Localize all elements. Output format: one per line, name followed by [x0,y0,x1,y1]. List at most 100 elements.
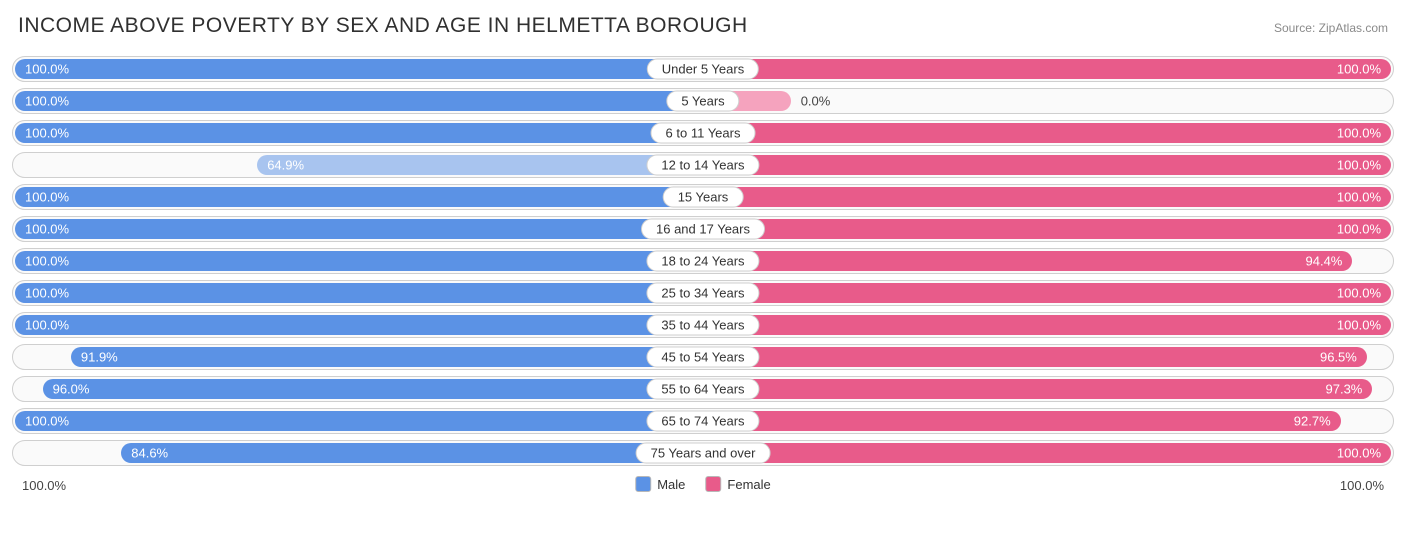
female-value: 100.0% [1337,126,1381,141]
chart-row: 100.0% 0.0% 5 Years [12,88,1394,114]
age-label: 6 to 11 Years [651,123,756,144]
male-half: 96.0% [13,377,703,401]
legend-label-female: Female [727,477,770,492]
female-half: 0.0% [703,89,1393,113]
chart-row: 100.0%100.0%35 to 44 Years [12,312,1394,338]
male-bar [15,219,703,239]
chart-footer: 100.0% Male Female 100.0% [12,474,1394,504]
male-value: 100.0% [25,94,69,109]
female-value: 96.5% [1320,350,1357,365]
age-label: 25 to 34 Years [646,283,759,304]
female-bar [703,219,1391,239]
male-value: 100.0% [25,286,69,301]
chart-row: 84.6% 100.0%75 Years and over [12,440,1394,466]
female-half: 100.0% [703,281,1393,305]
chart-row: 100.0% 100.0% 25 to 34 Years [12,280,1394,306]
male-value: 100.0% [25,254,69,269]
female-value: 94.4% [1306,254,1343,269]
chart-rows: 100.0% 100.0% Under 5 Years 100.0% 0.0% 5 Yea… [12,56,1394,466]
male-bar [15,59,703,79]
female-bar [703,411,1341,431]
female-value: 92.7% [1294,414,1331,429]
female-value: 0.0% [801,94,831,109]
chart-row: 91.9% 96.5% 45 to 54 Years [12,344,1394,370]
female-value: 100.0% [1337,158,1381,173]
female-bar [703,379,1372,399]
female-value: 100.0% [1337,190,1381,205]
female-bar [703,315,1391,335]
female-half: 100.0% [703,441,1393,465]
male-bar [257,155,703,175]
age-label: 75 Years and over [636,443,771,464]
male-half: 100.0% [13,185,703,209]
male-value: 100.0% [25,62,69,77]
female-half: 100.0% [703,153,1393,177]
chart-row: 100.0% 100.0% Under 5 Years [12,56,1394,82]
age-label: 35 to 44 Years [646,315,759,336]
age-label: 5 Years [666,91,739,112]
male-half: 100.0% [13,217,703,241]
age-label: 12 to 14 Years [646,155,759,176]
female-half: 100.0% [703,313,1393,337]
age-label: 45 to 54 Years [646,347,759,368]
male-value: 96.0% [53,382,90,397]
male-bar [15,187,703,207]
female-bar [703,187,1391,207]
male-half: 64.9% [13,153,703,177]
chart-row: 100.0% 94.4% 18 to 24 Years [12,248,1394,274]
female-half: 100.0% [703,121,1393,145]
chart-header: INCOME ABOVE POVERTY BY SEX AND AGE IN H… [12,14,1394,38]
female-bar [703,123,1391,143]
male-half: 100.0% [13,313,703,337]
female-bar [703,443,1391,463]
male-value: 91.9% [81,350,118,365]
chart-row: 100.0%100.0%15 Years [12,184,1394,210]
female-half: 100.0% [703,217,1393,241]
male-bar [15,251,703,271]
male-value: 84.6% [131,446,168,461]
male-bar [15,123,703,143]
male-value: 100.0% [25,222,69,237]
age-label: 15 Years [663,187,744,208]
male-half: 100.0% [13,249,703,273]
female-half: 96.5% [703,345,1393,369]
male-bar [71,347,703,367]
male-bar [43,379,703,399]
chart-row: 100.0% 100.0% 16 and 17 Years [12,216,1394,242]
male-value: 100.0% [25,318,69,333]
female-half: 100.0% [703,185,1393,209]
female-bar [703,59,1391,79]
female-value: 100.0% [1337,62,1381,77]
legend-item-male: Male [635,476,685,492]
chart-source: Source: ZipAtlas.com [1274,21,1388,35]
male-half: 100.0% [13,89,703,113]
age-label: 18 to 24 Years [646,251,759,272]
female-half: 100.0% [703,57,1393,81]
chart-row: 100.0%92.7%65 to 74 Years [12,408,1394,434]
female-bar [703,251,1352,271]
legend: Male Female [635,476,771,492]
female-value: 97.3% [1326,382,1363,397]
legend-swatch-male [635,476,651,492]
age-label: Under 5 Years [647,59,759,80]
female-bar [703,347,1367,367]
age-label: 16 and 17 Years [641,219,765,240]
female-value: 100.0% [1337,222,1381,237]
male-bar [15,283,703,303]
legend-item-female: Female [705,476,770,492]
male-value: 100.0% [25,414,69,429]
male-half: 100.0% [13,281,703,305]
female-bar [703,283,1391,303]
male-half: 91.9% [13,345,703,369]
female-half: 97.3% [703,377,1393,401]
legend-swatch-female [705,476,721,492]
chart-row: 100.0% 100.0% 6 to 11 Years [12,120,1394,146]
female-bar [703,155,1391,175]
male-half: 100.0% [13,57,703,81]
male-value: 100.0% [25,126,69,141]
age-label: 55 to 64 Years [646,379,759,400]
legend-label-male: Male [657,477,685,492]
male-bar [15,91,703,111]
female-value: 100.0% [1337,286,1381,301]
male-half: 100.0% [13,409,703,433]
